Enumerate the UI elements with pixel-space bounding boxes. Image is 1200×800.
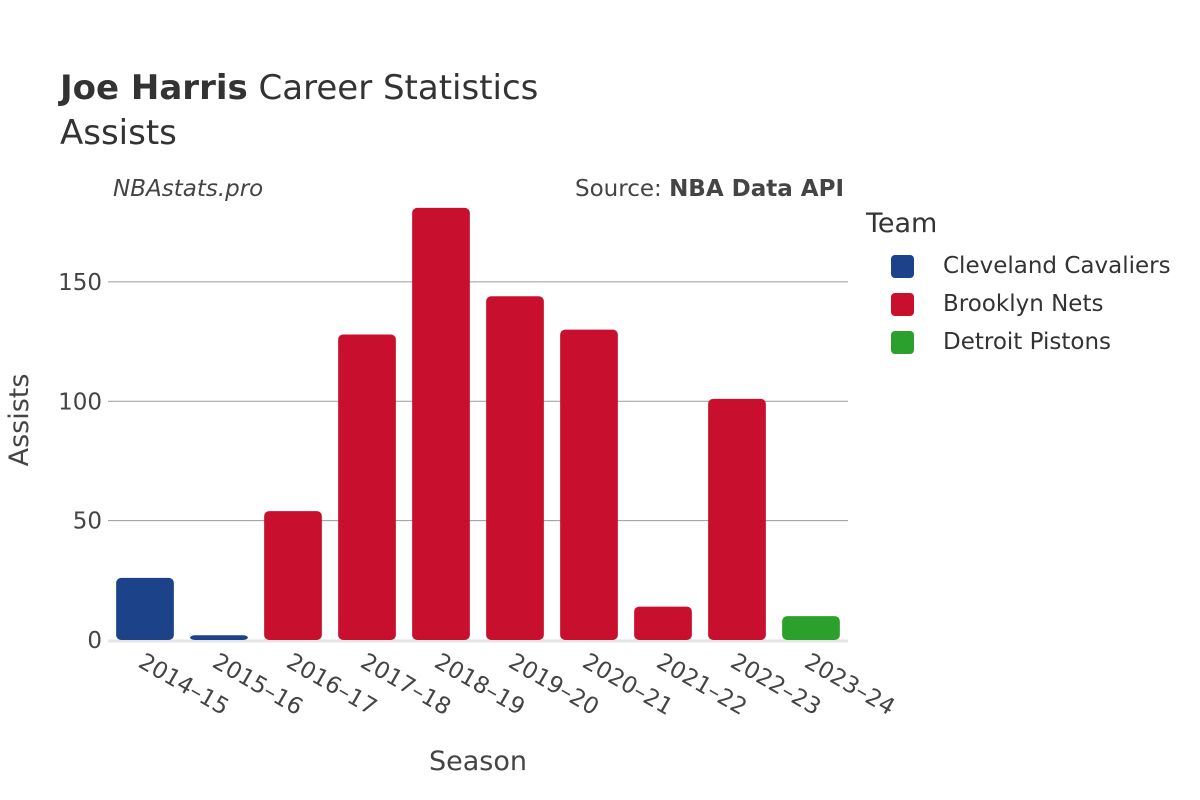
chart-title: Joe Harris Career Statistics — [60, 66, 538, 110]
player-name: Joe Harris — [60, 68, 248, 108]
bar — [190, 635, 248, 640]
legend-label: Brooklyn Nets — [943, 291, 1104, 317]
source-credit: Source: NBA Data API — [575, 176, 844, 202]
bar — [486, 296, 544, 640]
legend: Team Cleveland Cavaliers Brooklyn Nets D… — [866, 208, 1171, 361]
legend-label: Cleveland Cavaliers — [943, 253, 1171, 279]
legend-swatch — [891, 330, 914, 354]
y-tick-label: 150 — [58, 270, 102, 296]
x-axis-title: Season — [429, 746, 527, 777]
source-label: Source: — [575, 176, 662, 202]
bar — [338, 334, 396, 640]
legend-title: Team — [866, 208, 938, 239]
y-tick-label: 100 — [58, 389, 102, 415]
legend-swatch — [891, 254, 914, 278]
y-tick-label: 50 — [73, 509, 102, 535]
title-suffix: Career Statistics — [258, 68, 539, 108]
bar — [634, 606, 692, 640]
bar — [560, 329, 618, 640]
y-tick-label: 0 — [87, 628, 102, 654]
chart-subtitle: Assists — [60, 113, 177, 153]
watermark: NBAstats.pro — [113, 176, 264, 202]
legend-item-detroit-pistons[interactable]: Detroit Pistons — [866, 323, 1171, 361]
bar — [116, 577, 174, 640]
y-axis-title: Assists — [4, 374, 35, 467]
source-name: NBA Data API — [669, 176, 844, 202]
bar — [412, 207, 470, 640]
bar — [264, 511, 322, 640]
legend-swatch — [891, 292, 914, 316]
bar — [708, 398, 766, 640]
legend-label: Detroit Pistons — [943, 329, 1112, 355]
bar — [782, 616, 840, 640]
legend-item-cleveland-cavaliers[interactable]: Cleveland Cavaliers — [866, 247, 1171, 285]
legend-item-brooklyn-nets[interactable]: Brooklyn Nets — [866, 285, 1171, 323]
